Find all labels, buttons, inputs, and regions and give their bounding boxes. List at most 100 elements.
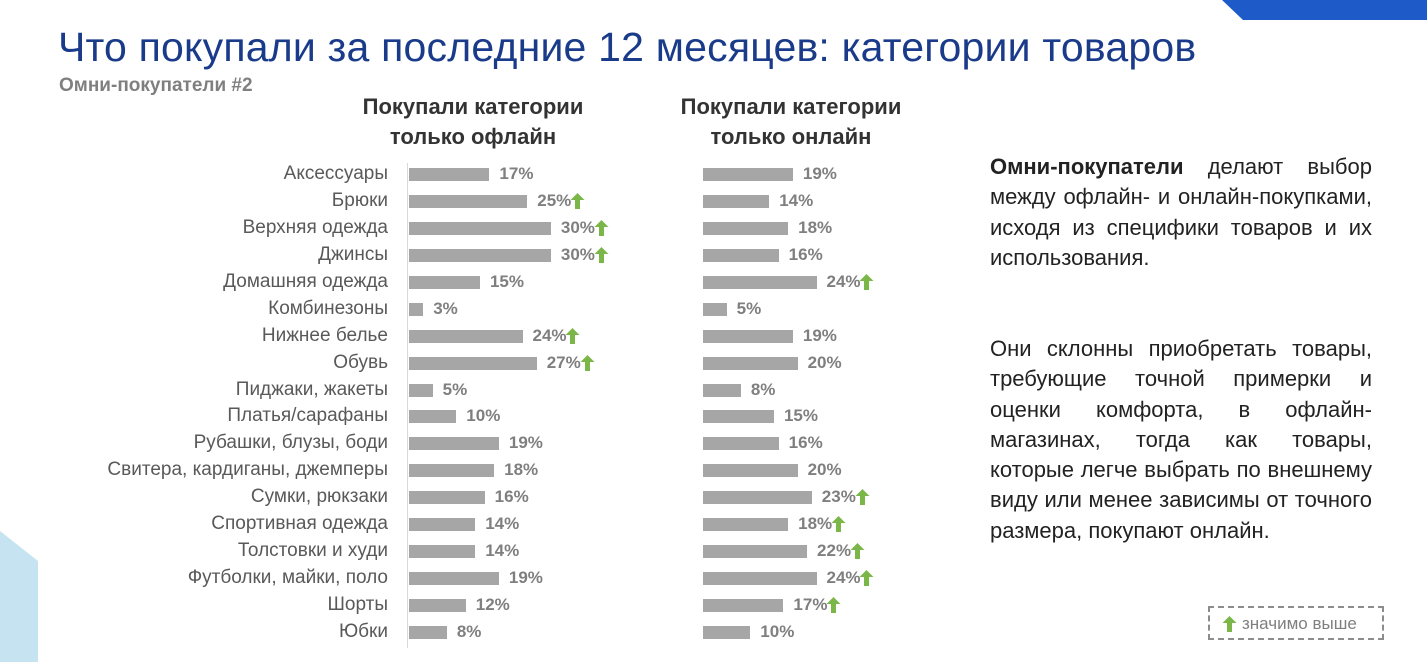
- online-bar: [703, 275, 817, 289]
- side-decoration: [0, 531, 38, 662]
- online-significance-up-arrow-icon: [826, 597, 841, 614]
- offline-value-label: 24%: [532, 325, 567, 345]
- offline-value-label: 8%: [456, 621, 482, 641]
- offline-bar: [409, 599, 466, 613]
- page-subtitle: Омни-покупатели #2: [59, 75, 253, 96]
- offline-bar: [409, 545, 476, 559]
- online-value-label: 19%: [802, 325, 837, 345]
- online-bar: [703, 168, 793, 181]
- online-bar: [703, 410, 774, 424]
- online-significance-up-arrow-icon: [859, 273, 874, 290]
- online-value-label: 17%: [793, 595, 828, 615]
- online-value-label: 19%: [802, 164, 837, 183]
- offline-bar: [409, 221, 551, 235]
- description-paragraph-2: Они склонны приобретать товары, требующи…: [990, 336, 1372, 543]
- offline-bar: [409, 410, 457, 424]
- online-significance-up-arrow-icon: [855, 489, 870, 506]
- online-value-label: 22%: [817, 541, 852, 561]
- legend-label: значимо выше: [1242, 614, 1357, 633]
- online-bar: [703, 437, 779, 451]
- offline-bar: [409, 625, 447, 639]
- offline-axis-line: [407, 163, 408, 648]
- category-label: Домашняя одежда: [223, 270, 388, 292]
- offline-value-label: 10%: [466, 406, 501, 426]
- online-bar: [703, 599, 784, 613]
- corner-decoration: [1222, 0, 1427, 20]
- offline-value-label: 5%: [442, 379, 468, 399]
- online-panel-title: Покупали категории только онлайн: [680, 94, 902, 149]
- online-value-label: 10%: [760, 621, 795, 641]
- offline-value-label: 14%: [485, 514, 520, 534]
- offline-bar: [409, 329, 523, 343]
- category-label: Свитера, кардиганы, джемперы: [107, 459, 388, 481]
- offline-significance-up-arrow-icon: [594, 246, 609, 263]
- online-value-label: 16%: [788, 433, 823, 453]
- offline-value-label: 17%: [499, 164, 534, 183]
- offline-value-label: 16%: [494, 487, 529, 507]
- online-value-label: 14%: [779, 190, 814, 210]
- description-emphasis: Омни-покупатели: [990, 154, 1184, 179]
- description-paragraph-1: Омни-покупатели делают выбор между офлай…: [990, 152, 1372, 273]
- offline-bar: [409, 275, 480, 289]
- category-label: Спортивная одежда: [211, 513, 388, 535]
- offline-bar: [409, 464, 495, 478]
- online-bar: [703, 329, 793, 343]
- offline-value-label: 15%: [489, 271, 524, 291]
- offline-value-label: 30%: [560, 217, 595, 237]
- online-significance-up-arrow-icon: [831, 516, 846, 533]
- category-label: Верхняя одежда: [242, 216, 388, 238]
- online-value-label: 8%: [750, 379, 776, 399]
- online-significance-up-arrow-icon: [859, 570, 874, 587]
- online-value-label: 18%: [798, 217, 833, 237]
- online-bar: [703, 572, 817, 586]
- online-value-label: 24%: [826, 568, 861, 588]
- online-bar: [703, 194, 770, 208]
- offline-significance-up-arrow-icon: [570, 192, 585, 209]
- offline-significance-up-arrow-icon: [594, 219, 609, 236]
- offline-value-label: 12%: [475, 595, 510, 615]
- offline-bar: [409, 518, 476, 532]
- online-value-label: 16%: [788, 244, 823, 264]
- offline-panel-title: Покупали категории только офлайн: [362, 94, 584, 149]
- offline-bar: [409, 168, 490, 181]
- offline-bar: [409, 302, 424, 316]
- category-label: Обувь: [333, 351, 388, 373]
- offline-significance-up-arrow-icon: [565, 327, 580, 344]
- online-value-label: 15%: [783, 406, 818, 426]
- online-bar: [703, 383, 741, 397]
- offline-value-label: 19%: [508, 433, 543, 453]
- online-value-label: 20%: [807, 352, 842, 372]
- offline-bar: [409, 491, 485, 505]
- category-label: Платья/сарафаны: [227, 405, 388, 427]
- online-bar: [703, 625, 751, 639]
- online-bar: [703, 248, 779, 262]
- offline-bar: [409, 437, 499, 451]
- offline-value-label: 25%: [537, 190, 572, 210]
- offline-value-label: 30%: [560, 244, 595, 264]
- description-p1-text: делают выбор между офлайн- и онлайн-поку…: [990, 154, 1372, 270]
- offline-bar: [409, 248, 551, 262]
- online-bar: [703, 302, 727, 316]
- category-label: Джинсы: [318, 243, 388, 265]
- online-bar: [703, 518, 789, 532]
- category-label: Рубашки, блузы, боди: [193, 432, 388, 454]
- offline-bar: [409, 383, 433, 397]
- online-value-label: 23%: [821, 487, 856, 507]
- offline-bar: [409, 572, 499, 586]
- category-label: Сумки, рюкзаки: [250, 486, 388, 508]
- offline-value-label: 19%: [508, 568, 543, 588]
- online-value-label: 20%: [807, 460, 842, 480]
- online-bar: [703, 464, 798, 478]
- category-label: Пиджаки, жакеты: [235, 378, 388, 400]
- category-label: Юбки: [338, 620, 388, 642]
- category-label: Комбинезоны: [268, 297, 388, 319]
- category-label: Нижнее белье: [261, 324, 388, 346]
- offline-value-label: 27%: [546, 352, 581, 372]
- online-bar: [703, 356, 798, 370]
- page-title: Что покупали за последние 12 месяцев: ка…: [58, 24, 1197, 70]
- offline-value-label: 18%: [504, 460, 539, 480]
- online-value-label: 24%: [826, 271, 861, 291]
- online-bar: [703, 491, 812, 505]
- online-significance-up-arrow-icon: [850, 543, 865, 560]
- offline-value-label: 14%: [485, 541, 520, 561]
